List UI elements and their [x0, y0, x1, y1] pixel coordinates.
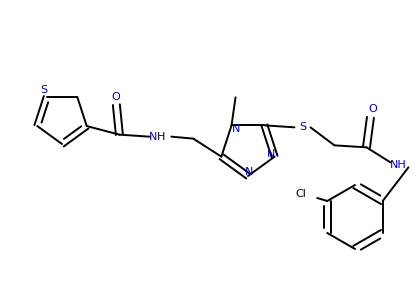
- Text: H: H: [157, 132, 166, 142]
- Text: O: O: [111, 92, 120, 102]
- Text: NH: NH: [390, 160, 407, 170]
- Text: S: S: [299, 122, 306, 132]
- Text: N: N: [266, 149, 275, 159]
- Text: Cl: Cl: [296, 189, 307, 199]
- Text: N: N: [149, 132, 158, 142]
- Text: S: S: [40, 85, 47, 95]
- Text: N: N: [245, 167, 253, 177]
- Text: O: O: [368, 104, 377, 114]
- Text: N: N: [233, 124, 241, 134]
